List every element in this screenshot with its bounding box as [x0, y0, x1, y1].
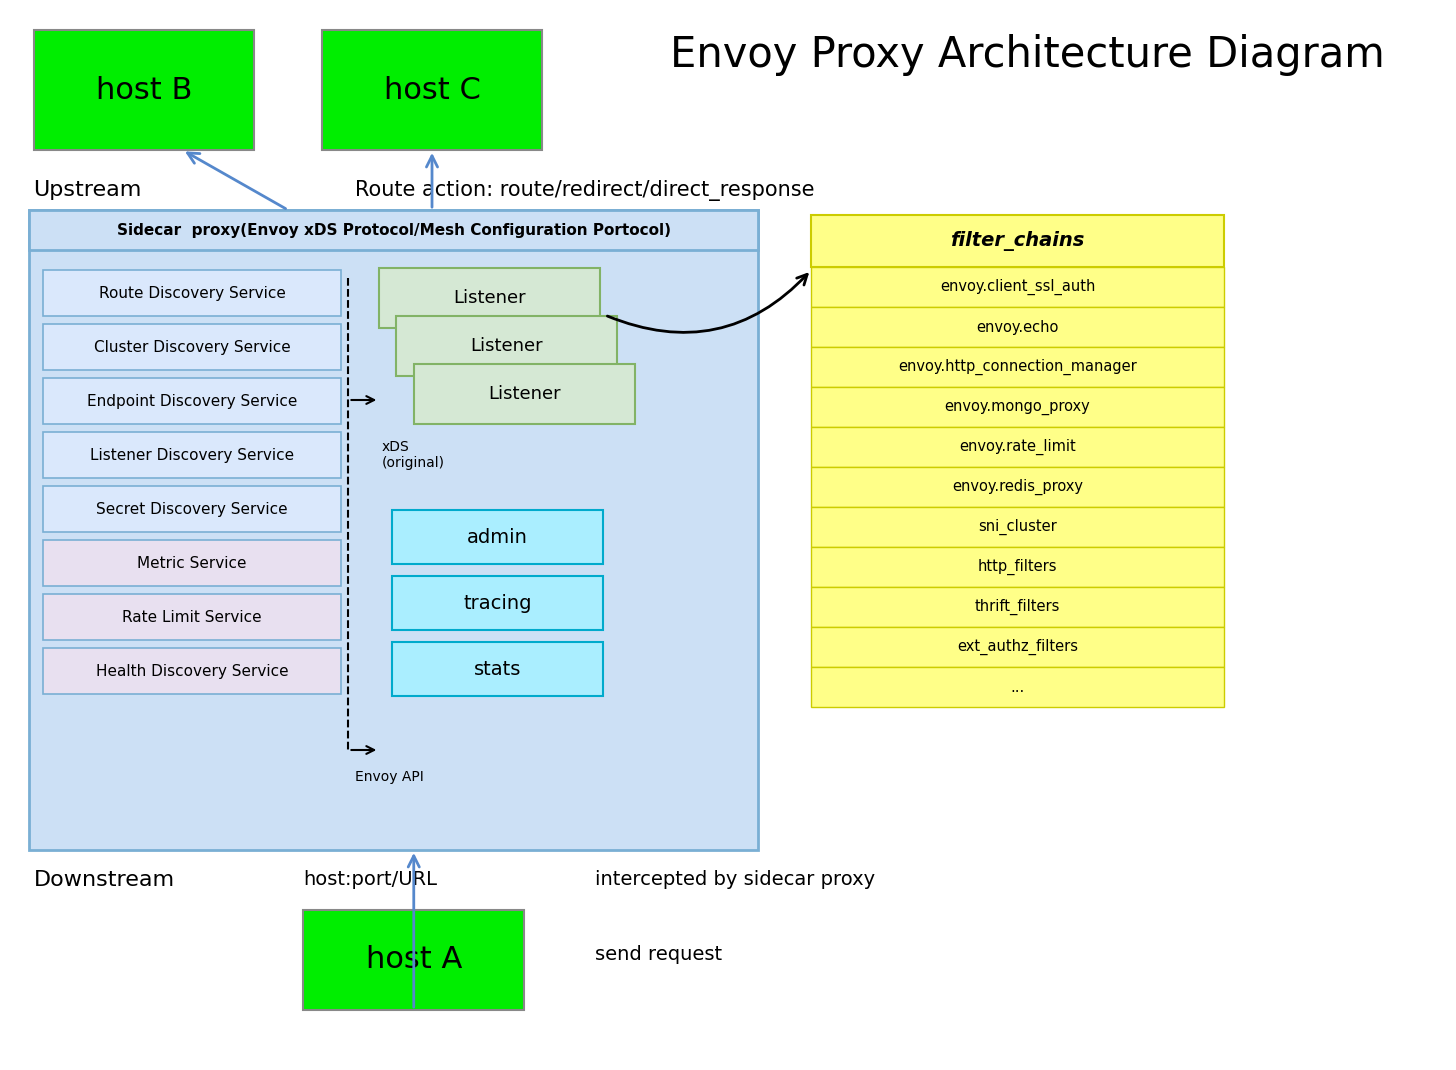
- Bar: [811, 215, 1224, 268]
- Text: filter_chains: filter_chains: [951, 231, 1085, 251]
- Text: host:port/URL: host:port/URL: [303, 870, 437, 889]
- Bar: [811, 347, 1224, 387]
- Text: ext_authz_filters: ext_authz_filters: [957, 639, 1077, 655]
- Bar: [811, 587, 1224, 627]
- Text: Route action: route/redirect/direct_response: Route action: route/redirect/direct_resp…: [355, 180, 815, 201]
- Text: host A: host A: [365, 946, 462, 975]
- Text: envoy.rate_limit: envoy.rate_limit: [960, 439, 1076, 455]
- Text: Secret Discovery Service: Secret Discovery Service: [96, 502, 288, 517]
- Bar: [811, 268, 1224, 307]
- Bar: [811, 387, 1224, 427]
- Bar: [811, 667, 1224, 707]
- Text: Sidecar  proxy(Envoy xDS Protocol/Mesh Configuration Portocol): Sidecar proxy(Envoy xDS Protocol/Mesh Co…: [116, 223, 671, 238]
- Text: ...: ...: [1010, 679, 1025, 694]
- Bar: [811, 627, 1224, 667]
- Bar: [811, 467, 1224, 507]
- Text: Health Discovery Service: Health Discovery Service: [96, 663, 288, 678]
- Bar: [392, 576, 603, 630]
- FancyArrowPatch shape: [607, 274, 807, 333]
- Text: host C: host C: [383, 76, 480, 105]
- Text: Upstream: Upstream: [33, 180, 143, 200]
- Text: Endpoint Discovery Service: Endpoint Discovery Service: [87, 394, 297, 409]
- Bar: [29, 210, 759, 850]
- Bar: [811, 427, 1224, 467]
- Text: Rate Limit Service: Rate Limit Service: [122, 610, 262, 625]
- Bar: [392, 642, 603, 696]
- Bar: [44, 432, 341, 478]
- Text: envoy.echo: envoy.echo: [977, 320, 1059, 335]
- Text: Listener Discovery Service: Listener Discovery Service: [90, 447, 294, 462]
- Text: envoy.redis_proxy: envoy.redis_proxy: [952, 479, 1083, 495]
- Text: Metric Service: Metric Service: [137, 555, 246, 570]
- Bar: [322, 30, 543, 150]
- Text: envoy.http_connection_manager: envoy.http_connection_manager: [898, 358, 1137, 376]
- Bar: [303, 910, 524, 1010]
- Text: send request: send request: [596, 945, 722, 964]
- Bar: [29, 210, 759, 250]
- Bar: [44, 378, 341, 424]
- Bar: [44, 486, 341, 532]
- Bar: [33, 30, 255, 150]
- Text: host B: host B: [96, 76, 192, 105]
- Text: tracing: tracing: [463, 594, 531, 612]
- Text: sni_cluster: sni_cluster: [978, 519, 1057, 535]
- Text: Envoy Proxy Architecture Diagram: Envoy Proxy Architecture Diagram: [670, 34, 1385, 76]
- Text: Downstream: Downstream: [33, 870, 175, 890]
- Bar: [379, 268, 600, 328]
- Text: xDS
(original): xDS (original): [381, 440, 446, 470]
- Text: Envoy API: Envoy API: [355, 770, 424, 784]
- Text: Listener: Listener: [470, 337, 543, 355]
- Bar: [44, 648, 341, 694]
- Text: envoy.mongo_proxy: envoy.mongo_proxy: [945, 399, 1091, 414]
- Bar: [811, 507, 1224, 547]
- Bar: [811, 307, 1224, 347]
- Text: envoy.client_ssl_auth: envoy.client_ssl_auth: [941, 279, 1095, 295]
- Bar: [392, 510, 603, 564]
- Bar: [811, 547, 1224, 587]
- Text: Cluster Discovery Service: Cluster Discovery Service: [93, 339, 290, 354]
- Text: admin: admin: [467, 528, 527, 547]
- Bar: [44, 540, 341, 586]
- Text: Route Discovery Service: Route Discovery Service: [99, 286, 285, 301]
- Bar: [44, 324, 341, 370]
- Bar: [44, 594, 341, 640]
- Bar: [44, 270, 341, 316]
- Text: intercepted by sidecar proxy: intercepted by sidecar proxy: [596, 870, 875, 889]
- Bar: [414, 364, 635, 424]
- Text: stats: stats: [473, 659, 521, 678]
- Text: thrift_filters: thrift_filters: [976, 599, 1060, 615]
- Text: Listener: Listener: [488, 385, 561, 403]
- Text: http_filters: http_filters: [978, 559, 1057, 575]
- Text: Listener: Listener: [453, 289, 526, 307]
- Bar: [396, 316, 617, 376]
